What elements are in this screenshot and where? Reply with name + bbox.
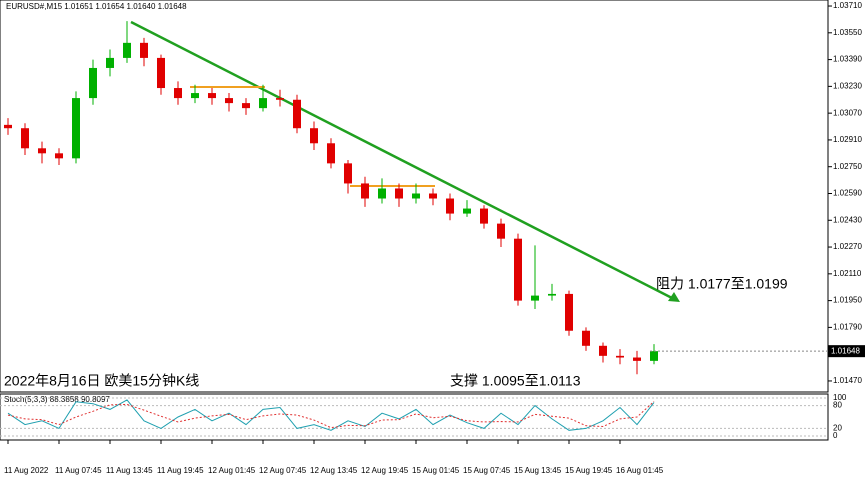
stoch-panel [0, 393, 829, 441]
candle-body [4, 124, 12, 129]
stoch-tick-label: 100 [833, 393, 847, 402]
candle-body [21, 128, 29, 149]
y-tick-label: 1.02910 [833, 135, 862, 144]
candle-body [293, 99, 301, 129]
candle-body [38, 148, 46, 154]
candle-body [548, 293, 556, 296]
stoch-line [7, 401, 655, 429]
x-tick-label: 15 Aug 19:45 [565, 466, 613, 475]
annotation: 支撑 1.0095至1.0113 [450, 373, 581, 389]
x-tick-label: 11 Aug 2022 [4, 466, 49, 475]
candle-body [429, 193, 437, 199]
candle-body [633, 357, 641, 361]
candle-body [463, 208, 471, 214]
y-tick-label: 1.03550 [833, 28, 862, 37]
stoch-title: Stoch(5,3,3) 88.3858 90.8097 [4, 395, 110, 404]
candle-body [191, 93, 199, 99]
candle-body [106, 57, 114, 68]
candle-body [531, 295, 539, 301]
stoch-tick-label: 20 [833, 424, 842, 433]
y-tick-label: 1.02750 [833, 162, 862, 171]
y-tick-label: 1.02430 [833, 215, 862, 224]
annotation: 阻力 1.0177至1.0199 [656, 276, 788, 292]
candle-body [565, 293, 573, 331]
candle-body [225, 98, 233, 104]
candle-body [395, 188, 403, 199]
candle-body [650, 351, 658, 361]
y-tick-label: 1.01950 [833, 296, 862, 305]
y-tick-label: 1.02590 [833, 189, 862, 198]
annotation: 2022年8月16日 欧美15分钟K线 [4, 373, 199, 389]
x-tick-label: 11 Aug 19:45 [157, 466, 204, 475]
candle-body [123, 42, 131, 58]
x-tick-label: 11 Aug 07:45 [55, 466, 102, 475]
y-tick-label: 1.01790 [833, 323, 862, 332]
last-price-tag [828, 345, 865, 358]
candle-body [174, 88, 182, 99]
candle-body [344, 163, 352, 184]
candle-body [582, 330, 590, 346]
trend-arrow [668, 292, 680, 302]
candle-body [140, 42, 148, 58]
stoch-line [7, 399, 655, 431]
candle-body [616, 355, 624, 358]
y-tick-label: 1.03230 [833, 81, 862, 90]
candle-body [480, 208, 488, 224]
x-tick-label: 15 Aug 13:45 [514, 466, 562, 475]
x-tick-label: 12 Aug 01:45 [208, 466, 256, 475]
y-tick-label: 1.03070 [833, 108, 862, 117]
candle-body [242, 103, 250, 109]
stoch-tick-label: 80 [833, 401, 842, 410]
stoch-tick-label: 0 [833, 431, 838, 440]
trend-line [130, 20, 673, 300]
candle-body [327, 143, 335, 164]
candle-body [514, 238, 522, 301]
x-tick-label: 12 Aug 07:45 [259, 466, 307, 475]
candle-body [89, 67, 97, 99]
candle-body [412, 193, 420, 199]
x-tick-label: 12 Aug 13:45 [310, 466, 358, 475]
y-tick-label: 1.02270 [833, 242, 862, 251]
candle-body [310, 128, 318, 144]
candle-body [208, 93, 216, 99]
candle-body [72, 98, 80, 159]
candle-body [378, 188, 386, 199]
x-tick-label: 11 Aug 13:45 [106, 466, 153, 475]
candle-body [497, 223, 505, 239]
y-tick-label: 1.03710 [833, 1, 862, 10]
candle-body [55, 153, 63, 159]
candle-body [157, 57, 165, 89]
x-tick-label: 12 Aug 19:45 [361, 466, 409, 475]
x-tick-label: 15 Aug 01:45 [412, 466, 460, 475]
candle-body [259, 98, 267, 109]
candle-body [599, 345, 607, 356]
candle-body [276, 98, 284, 100]
chart-title: EURUSD#,M15 1.01651 1.01654 1.01640 1.01… [6, 2, 187, 11]
y-tick-label: 1.03390 [833, 55, 862, 64]
x-tick-label: 16 Aug 01:45 [616, 466, 664, 475]
last-price-label: 1.01648 [831, 346, 860, 355]
y-tick-label: 1.02110 [833, 269, 862, 278]
y-tick-label: 1.01470 [833, 376, 862, 385]
candle-body [361, 183, 369, 199]
x-tick-label: 15 Aug 07:45 [463, 466, 511, 475]
candle-body [446, 198, 454, 214]
